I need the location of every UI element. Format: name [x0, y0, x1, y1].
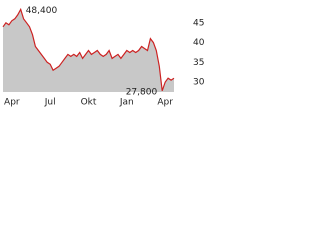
x-tick-label: Okt: [81, 98, 97, 108]
x-tick-label: Apr: [4, 98, 20, 108]
line: [2, 7, 175, 91]
y-tick-label: 40: [193, 38, 205, 48]
y-tick-label: 45: [193, 18, 204, 28]
x-tick-label: Jan: [119, 98, 134, 108]
x-tick-label: Apr: [157, 98, 173, 108]
y-tick-label: 35: [193, 58, 204, 68]
x-tick-label: Jul: [44, 98, 56, 108]
y-tick-label: 30: [193, 78, 205, 88]
chart: 30 35 40 45 Apr Jul Okt Jan Apr 48,400 27,800: [2, 6, 205, 108]
annotation: 27,800: [126, 87, 158, 97]
annotation: 48,400: [26, 6, 58, 16]
